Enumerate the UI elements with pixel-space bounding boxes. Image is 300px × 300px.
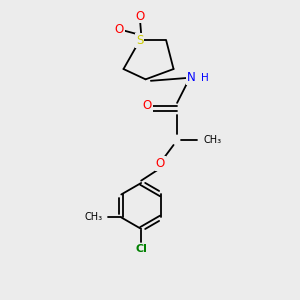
- Text: H: H: [201, 73, 208, 83]
- Text: O: O: [142, 99, 152, 112]
- Text: Cl: Cl: [135, 244, 147, 254]
- Text: CH₃: CH₃: [203, 135, 221, 145]
- Text: O: O: [135, 10, 144, 22]
- Text: N: N: [187, 71, 196, 84]
- Text: CH₃: CH₃: [84, 212, 102, 222]
- Text: S: S: [136, 34, 143, 47]
- Text: O: O: [115, 23, 124, 36]
- Text: O: O: [156, 157, 165, 170]
